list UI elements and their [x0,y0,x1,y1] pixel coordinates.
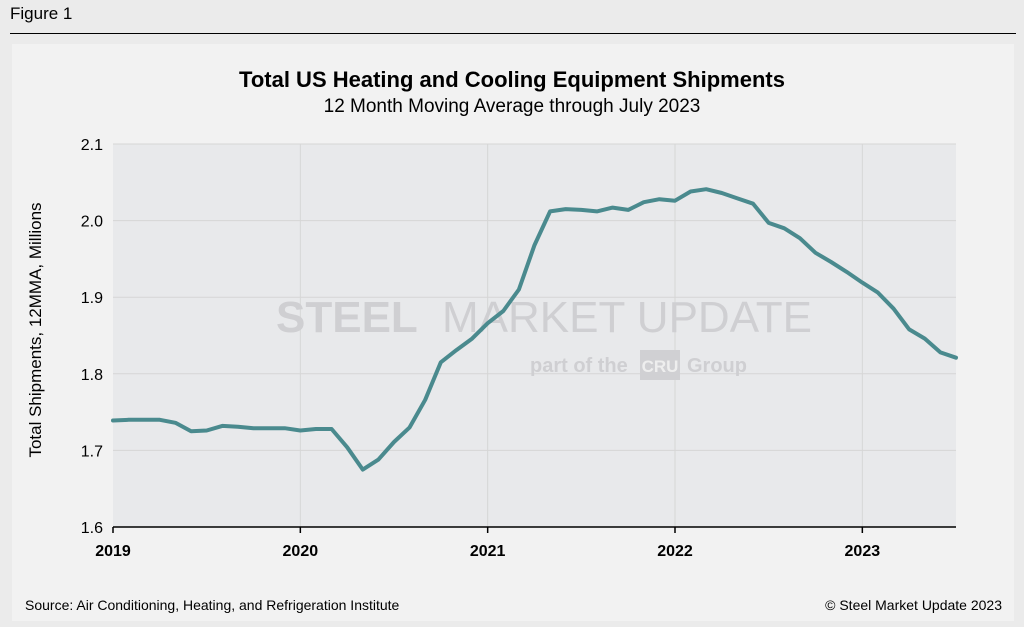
y-tick-label: 1.7 [81,443,103,460]
x-tick-label: 2019 [95,543,131,560]
gridlines [113,143,956,527]
y-tick-label: 2.0 [81,214,103,231]
watermark-badge [640,350,680,380]
y-tick-label: 2.1 [81,137,103,154]
series-line [111,187,958,472]
x-axis-ticks: 2019 2020 2021 2022 2023 [95,527,880,560]
x-tick-label: 2023 [845,543,881,560]
plot-area [113,144,956,527]
y-axis-ticks: 1.6 1.7 1.8 1.9 2.0 2.1 [81,137,103,537]
chart-title: Total US Heating and Cooling Equipment S… [239,67,785,92]
watermark: STEEL MARKET UPDATE part of the CRU Grou… [276,250,812,384]
x-tick-label: 2022 [657,543,693,560]
figure-label: Figure 1 [10,4,73,23]
svg-text:STEEL MARKET UPDATE: STEEL MARKET UPDATE [276,293,812,342]
y-axis-label: Total Shipments, 12MMA, Millions [26,202,45,458]
figure-divider [10,33,1016,34]
watermark-main-bold: STEEL [276,293,418,342]
x-tick-label: 2021 [470,543,506,560]
watermark-sub-right: Group [687,355,747,377]
y-tick-label: 1.9 [81,290,103,307]
chart-subtitle: 12 Month Moving Average through July 202… [323,96,701,117]
watermark-sub-left: part of the [530,355,628,377]
copyright-note: © Steel Market Update 2023 [825,597,1002,613]
x-tick-label: 2020 [283,543,319,560]
watermark-main-light: MARKET UPDATE [442,293,812,342]
watermark-badge-text: CRU [642,357,679,376]
y-tick-label: 1.8 [81,367,103,384]
y-tick-label: 1.6 [81,520,103,537]
source-note: Source: Air Conditioning, Heating, and R… [25,597,400,613]
